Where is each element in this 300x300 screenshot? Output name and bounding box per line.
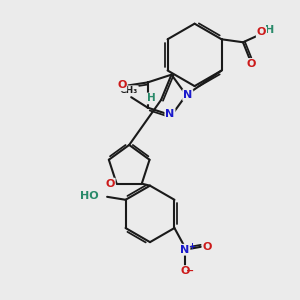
Text: H: H	[265, 26, 274, 35]
Text: N: N	[165, 109, 175, 119]
Text: O: O	[202, 242, 212, 252]
Text: +: +	[188, 242, 195, 251]
Text: CH₃: CH₃	[120, 86, 138, 95]
Text: N: N	[180, 245, 190, 255]
Text: HO: HO	[80, 191, 99, 201]
Text: O: O	[246, 59, 256, 69]
Text: O: O	[180, 266, 190, 276]
Text: −: −	[186, 266, 194, 276]
Text: O: O	[105, 179, 115, 189]
Text: O: O	[117, 80, 126, 90]
Text: H: H	[147, 93, 156, 103]
Text: N: N	[183, 90, 192, 100]
Text: O: O	[257, 27, 266, 38]
